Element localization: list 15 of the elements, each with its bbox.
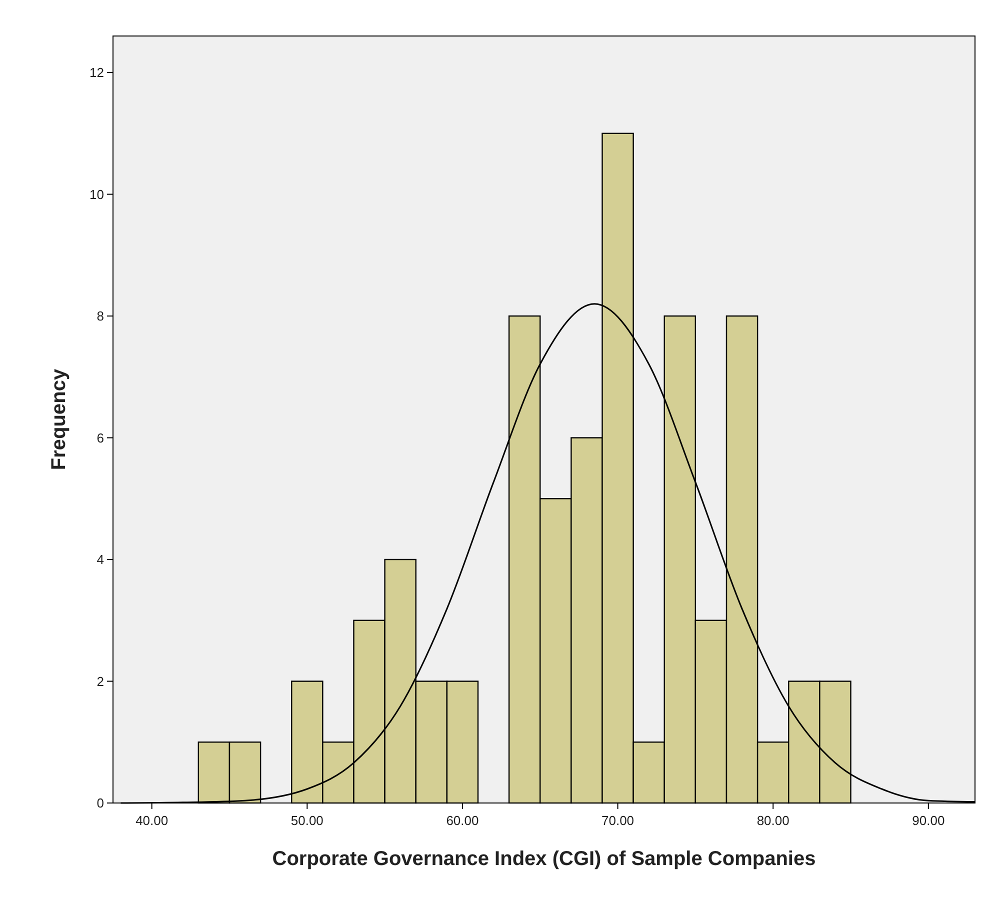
x-tick-label: 70.00 — [602, 813, 634, 828]
y-tick-label: 6 — [96, 430, 104, 446]
y-tick-label: 0 — [96, 796, 104, 811]
y-axis-title: Frequency — [48, 368, 70, 470]
x-tick-label: 60.00 — [446, 813, 479, 828]
y-tick-label: 2 — [96, 674, 104, 689]
x-tick-label: 80.00 — [756, 813, 790, 828]
y-tick-label: 12 — [90, 65, 104, 80]
x-tick-label: 50.00 — [290, 813, 324, 828]
y-tick-label: 4 — [96, 552, 104, 568]
x-tick-label: 90.00 — [912, 813, 945, 828]
x-tick-label: 40.00 — [136, 813, 168, 828]
y-tick-label: 8 — [96, 308, 104, 324]
y-tick-label: 10 — [90, 186, 104, 202]
x-axis-title: Corporate Governance Index (CGI) of Sample Companies — [272, 848, 816, 870]
